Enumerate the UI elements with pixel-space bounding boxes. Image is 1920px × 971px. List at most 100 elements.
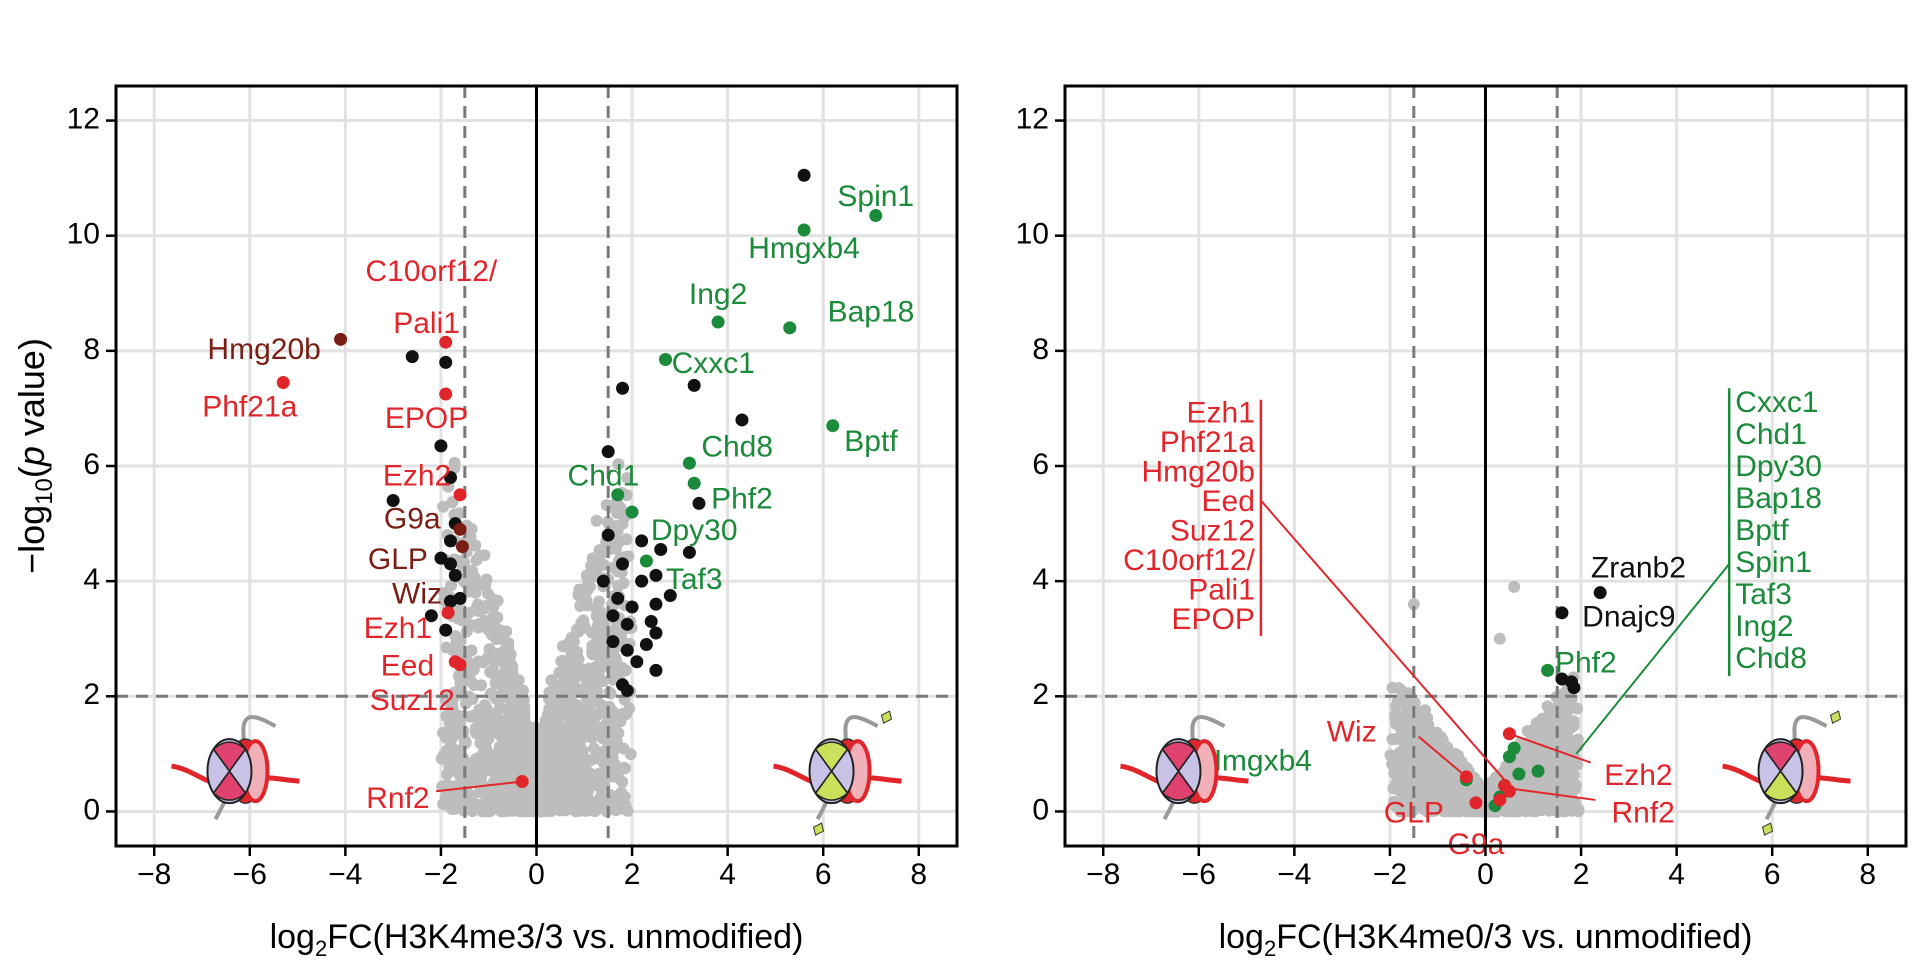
protein-label: C10orf12/ <box>366 255 498 288</box>
background-point <box>545 674 558 687</box>
background-point <box>470 619 483 632</box>
highlight-point-black <box>606 635 620 649</box>
background-point <box>1560 800 1573 813</box>
background-point <box>452 744 465 757</box>
highlight-point-red <box>515 775 529 789</box>
highlight-point-green <box>869 209 883 223</box>
background-point <box>574 662 587 675</box>
background-point <box>1455 759 1468 772</box>
bracket-label: Eed <box>1202 485 1255 518</box>
background-point <box>464 710 477 723</box>
x-tick-label: 4 <box>1668 858 1685 891</box>
background-point <box>504 756 517 769</box>
highlight-point-black <box>596 574 610 588</box>
highlight-point-red <box>1502 784 1516 798</box>
background-point <box>437 500 450 513</box>
background-point <box>604 687 617 700</box>
x-tick-label: 4 <box>719 858 736 891</box>
background-point <box>612 727 625 740</box>
bracket-label: Bap18 <box>1735 482 1822 515</box>
protein-label: GLP <box>368 543 428 576</box>
highlight-point-black <box>601 528 615 542</box>
x-tick-label: 6 <box>1764 858 1781 891</box>
highlight-point-green <box>1502 750 1516 764</box>
protein-label: EPOP <box>385 402 468 435</box>
protein-label: Hmg20b <box>207 333 320 366</box>
histone-top-icon <box>212 741 247 773</box>
highlight-point-red <box>276 376 290 390</box>
highlight-point-black <box>439 355 453 369</box>
label-connector <box>1509 787 1596 801</box>
background-point <box>535 757 548 770</box>
highlight-point-black <box>797 168 811 182</box>
highlight-point-red <box>1502 727 1516 741</box>
histone-top-icon <box>1161 741 1196 773</box>
x-tick-label: 2 <box>1573 858 1590 891</box>
y-tick-label: 8 <box>1032 333 1049 366</box>
background-point <box>591 752 604 765</box>
protein-label: Ing2 <box>689 278 747 311</box>
background-point <box>564 715 577 728</box>
background-point <box>489 649 502 662</box>
background-point <box>1389 713 1402 726</box>
highlight-point-green <box>797 223 811 237</box>
background-point <box>504 737 517 750</box>
bracket-label: Hmg20b <box>1142 455 1255 488</box>
background-point <box>574 599 587 612</box>
highlight-point-black <box>639 637 653 651</box>
background-point <box>1571 702 1584 715</box>
highlight-point-black <box>663 589 677 603</box>
background-point <box>560 758 573 771</box>
background-point <box>1392 765 1405 778</box>
background-point <box>1449 778 1462 791</box>
protein-label: Suz12 <box>370 684 455 717</box>
background-point <box>459 736 472 749</box>
highlight-point-black <box>443 594 457 608</box>
protein-label: Hmgxb4 <box>1200 744 1312 777</box>
background-point <box>1412 723 1425 736</box>
background-point <box>1508 580 1521 593</box>
background-point <box>1407 598 1420 611</box>
background-point <box>537 733 550 746</box>
background-point <box>489 620 502 633</box>
protein-label: G9a <box>1448 828 1505 861</box>
background-point <box>568 787 581 800</box>
background-point <box>525 769 538 782</box>
background-point <box>494 721 507 734</box>
protein-label: Ezh2 <box>1604 759 1672 792</box>
background-point <box>1413 799 1426 812</box>
protein-label: Rnf2 <box>366 782 429 815</box>
protein-label: Bap18 <box>828 295 915 328</box>
protein-label: Ezh1 <box>364 612 432 645</box>
x-tick-label: 8 <box>1859 858 1876 891</box>
background-point <box>1499 803 1512 816</box>
bracket-label: Ezh1 <box>1187 396 1255 429</box>
background-point <box>611 790 624 803</box>
highlight-point-black <box>1567 681 1581 695</box>
background-point <box>578 702 591 715</box>
highlight-point-red <box>453 658 467 672</box>
bracket-label: Chd8 <box>1735 642 1807 675</box>
background-point <box>590 648 603 661</box>
methyl-mark-icon <box>880 710 893 724</box>
protein-label: Phf2 <box>1555 647 1617 680</box>
background-point <box>1395 732 1408 745</box>
bracket-label: Phf21a <box>1160 426 1255 459</box>
background-point <box>516 684 529 697</box>
highlight-point-black <box>620 617 634 631</box>
background-point <box>552 705 565 718</box>
background-point <box>473 716 486 729</box>
x-tick-label: 2 <box>624 858 641 891</box>
background-point <box>621 471 634 484</box>
background-point <box>559 770 572 783</box>
background-point <box>454 717 467 730</box>
highlight-point-black <box>606 609 620 623</box>
methyl-mark-icon <box>812 822 825 836</box>
bracket-label: Spin1 <box>1735 546 1812 579</box>
background-point <box>566 725 579 738</box>
background-point <box>500 658 513 671</box>
highlight-point-black <box>424 609 438 623</box>
background-point <box>445 579 458 592</box>
background-point <box>484 666 497 679</box>
